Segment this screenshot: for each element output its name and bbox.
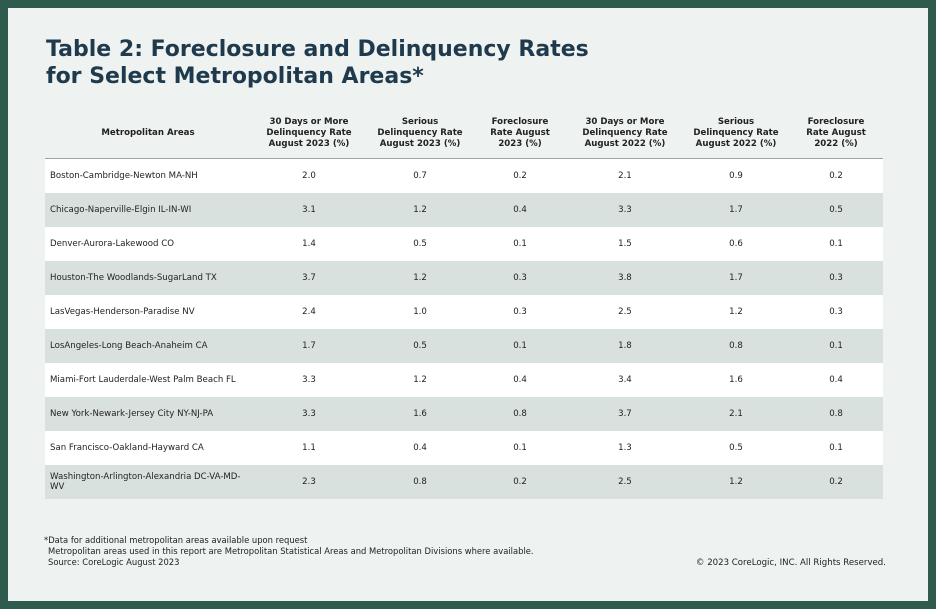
rate-cell: 0.3 xyxy=(473,261,567,295)
rate-cell: 0.7 xyxy=(366,158,474,193)
table-row: Denver-Aurora-Lakewood CO 1.4 0.5 0.1 1.5 0.6… xyxy=(45,227,883,261)
rate-cell: 2.5 xyxy=(566,465,683,499)
rate-cell: 0.4 xyxy=(473,193,567,227)
rate-cell: 3.7 xyxy=(251,261,367,295)
rate-cell: 0.8 xyxy=(789,397,883,431)
rate-cell: 3.3 xyxy=(566,193,683,227)
area-cell: LasVegas-Henderson-Paradise NV xyxy=(45,295,251,329)
area-cell: Washington-Arlington-Alexandria DC-VA-MD… xyxy=(45,465,251,499)
rate-cell: 2.0 xyxy=(251,158,367,193)
rate-cell: 0.2 xyxy=(473,465,567,499)
copyright: © 2023 CoreLogic, INC. All Rights Reserv… xyxy=(695,558,886,568)
rate-cell: 1.2 xyxy=(366,193,474,227)
rate-cell: 0.1 xyxy=(789,227,883,261)
area-cell: Chicago-Naperville-Elgin IL-IN-WI xyxy=(45,193,251,227)
column-header: 30 Days or More Delinquency Rate August … xyxy=(251,108,367,159)
table-row: Chicago-Naperville-Elgin IL-IN-WI 3.1 1.2 0… xyxy=(45,193,883,227)
rate-cell: 0.1 xyxy=(789,329,883,363)
rate-cell: 0.8 xyxy=(366,465,474,499)
rate-cell: 3.7 xyxy=(566,397,683,431)
rate-cell: 0.8 xyxy=(473,397,567,431)
rate-cell: 0.4 xyxy=(473,363,567,397)
rate-cell: 1.2 xyxy=(682,295,790,329)
header-row: Metropolitan Areas 30 Days or More Delinq… xyxy=(45,108,883,159)
column-header: Foreclosure Rate August 2023 (%) xyxy=(473,108,567,159)
area-cell: Houston-The Woodlands-SugarLand TX xyxy=(45,261,251,295)
rate-cell: 0.3 xyxy=(789,295,883,329)
rate-cell: 1.4 xyxy=(251,227,367,261)
rate-cell: 0.3 xyxy=(789,261,883,295)
column-header: Serious Delinquency Rate August 2023 (%) xyxy=(366,108,474,159)
rate-cell: 1.2 xyxy=(366,261,474,295)
rate-cell: 2.3 xyxy=(251,465,367,499)
table-row: Washington-Arlington-Alexandria DC-VA-MD… xyxy=(45,465,883,499)
rate-cell: 2.5 xyxy=(566,295,683,329)
rate-cell: 3.8 xyxy=(566,261,683,295)
rate-cell: 0.1 xyxy=(473,227,567,261)
rate-cell: 3.3 xyxy=(251,363,367,397)
table-row: LosAngeles-Long Beach-Anaheim CA 1.7 0.5 0.… xyxy=(45,329,883,363)
rate-cell: 2.1 xyxy=(566,158,683,193)
rate-cell: 3.3 xyxy=(251,397,367,431)
table-row: LasVegas-Henderson-Paradise NV 2.4 1.0 0.3 2… xyxy=(45,295,883,329)
rate-cell: 1.7 xyxy=(682,261,790,295)
title-line: for Select Metropolitan Areas* xyxy=(46,64,424,89)
table-row: Boston-Cambridge-Newton MA-NH 2.0 0.7 0.2 2.… xyxy=(45,158,883,193)
rate-cell: 1.7 xyxy=(251,329,367,363)
rate-cell: 0.8 xyxy=(682,329,790,363)
column-header: 30 Days or More Delinquency Rate August … xyxy=(566,108,683,159)
rate-cell: 0.1 xyxy=(789,431,883,465)
rate-cell: 1.8 xyxy=(566,329,683,363)
rate-cell: 1.2 xyxy=(682,465,790,499)
table-row: New York-Newark-Jersey City NY-NJ-PA 3.3 1… xyxy=(45,397,883,431)
rate-cell: 1.0 xyxy=(366,295,474,329)
rate-cell: 0.5 xyxy=(366,227,474,261)
footnote: Metropolitan areas used in this report a… xyxy=(48,546,534,556)
rate-cell: 1.6 xyxy=(366,397,474,431)
table-row: Miami-Fort Lauderdale-West Palm Beach FL… xyxy=(45,363,883,397)
rate-cell: 0.2 xyxy=(473,158,567,193)
footnotes: *Data for additional metropolitan areas … xyxy=(44,535,534,568)
rate-cell: 0.5 xyxy=(366,329,474,363)
area-cell: San Francisco-Oakland-Hayward CA xyxy=(45,431,251,465)
area-cell: Denver-Aurora-Lakewood CO xyxy=(45,227,251,261)
rate-cell: 1.6 xyxy=(682,363,790,397)
area-cell: Miami-Fort Lauderdale-West Palm Beach FL xyxy=(45,363,251,397)
rate-cell: 1.2 xyxy=(366,363,474,397)
rate-cell: 0.2 xyxy=(789,158,883,193)
table-row: Houston-The Woodlands-SugarLand TX 3.7 1.2… xyxy=(45,261,883,295)
footnote: Source: CoreLogic August 2023 xyxy=(48,557,180,567)
rate-cell: 0.5 xyxy=(682,431,790,465)
rate-cell: 0.3 xyxy=(473,295,567,329)
rate-cell: 1.1 xyxy=(251,431,367,465)
title-line: Table 2: Foreclosure and Delinquency Rat… xyxy=(46,37,589,62)
data-table: Metropolitan Areas 30 Days or More Delinq… xyxy=(45,108,883,499)
rate-cell: 0.4 xyxy=(789,363,883,397)
column-header: Foreclosure Rate August 2022 (%) xyxy=(789,108,883,159)
rate-cell: 0.4 xyxy=(366,431,474,465)
rate-cell: 2.1 xyxy=(682,397,790,431)
area-cell: New York-Newark-Jersey City NY-NJ-PA xyxy=(45,397,251,431)
rate-cell: 1.7 xyxy=(682,193,790,227)
rate-cell: 0.6 xyxy=(682,227,790,261)
title: Table 2: Foreclosure and Delinquency Rat… xyxy=(46,36,589,90)
rate-cell: 3.4 xyxy=(566,363,683,397)
rate-cell: 2.4 xyxy=(251,295,367,329)
column-header: Serious Delinquency Rate August 2022 (%) xyxy=(682,108,790,159)
rate-cell: 0.5 xyxy=(789,193,883,227)
area-cell: Boston-Cambridge-Newton MA-NH xyxy=(45,158,251,193)
area-cell: LosAngeles-Long Beach-Anaheim CA xyxy=(45,329,251,363)
column-header: Metropolitan Areas xyxy=(45,108,251,159)
rate-cell: 0.1 xyxy=(473,431,567,465)
rate-cell: 1.3 xyxy=(566,431,683,465)
rate-cell: 0.1 xyxy=(473,329,567,363)
rate-cell: 1.5 xyxy=(566,227,683,261)
table-row: San Francisco-Oakland-Hayward CA 1.1 0.4 0.… xyxy=(45,431,883,465)
rate-cell: 0.2 xyxy=(789,465,883,499)
footnote: *Data for additional metropolitan areas … xyxy=(44,535,308,545)
rate-cell: 0.9 xyxy=(682,158,790,193)
rate-cell: 3.1 xyxy=(251,193,367,227)
